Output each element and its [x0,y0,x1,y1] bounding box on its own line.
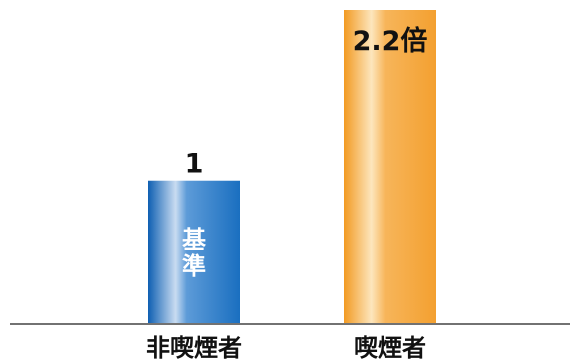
data-label-2: 2.2倍 [353,25,428,57]
bar-2 [344,10,436,323]
data-label-1: 1 [185,149,204,180]
bar-1 [148,180,240,323]
x-tick-label-1: 非喫煙者 [146,334,242,360]
x-tick-label-2: 喫煙者 [354,334,426,360]
bar-inner-label-1: 基準 [182,226,207,280]
